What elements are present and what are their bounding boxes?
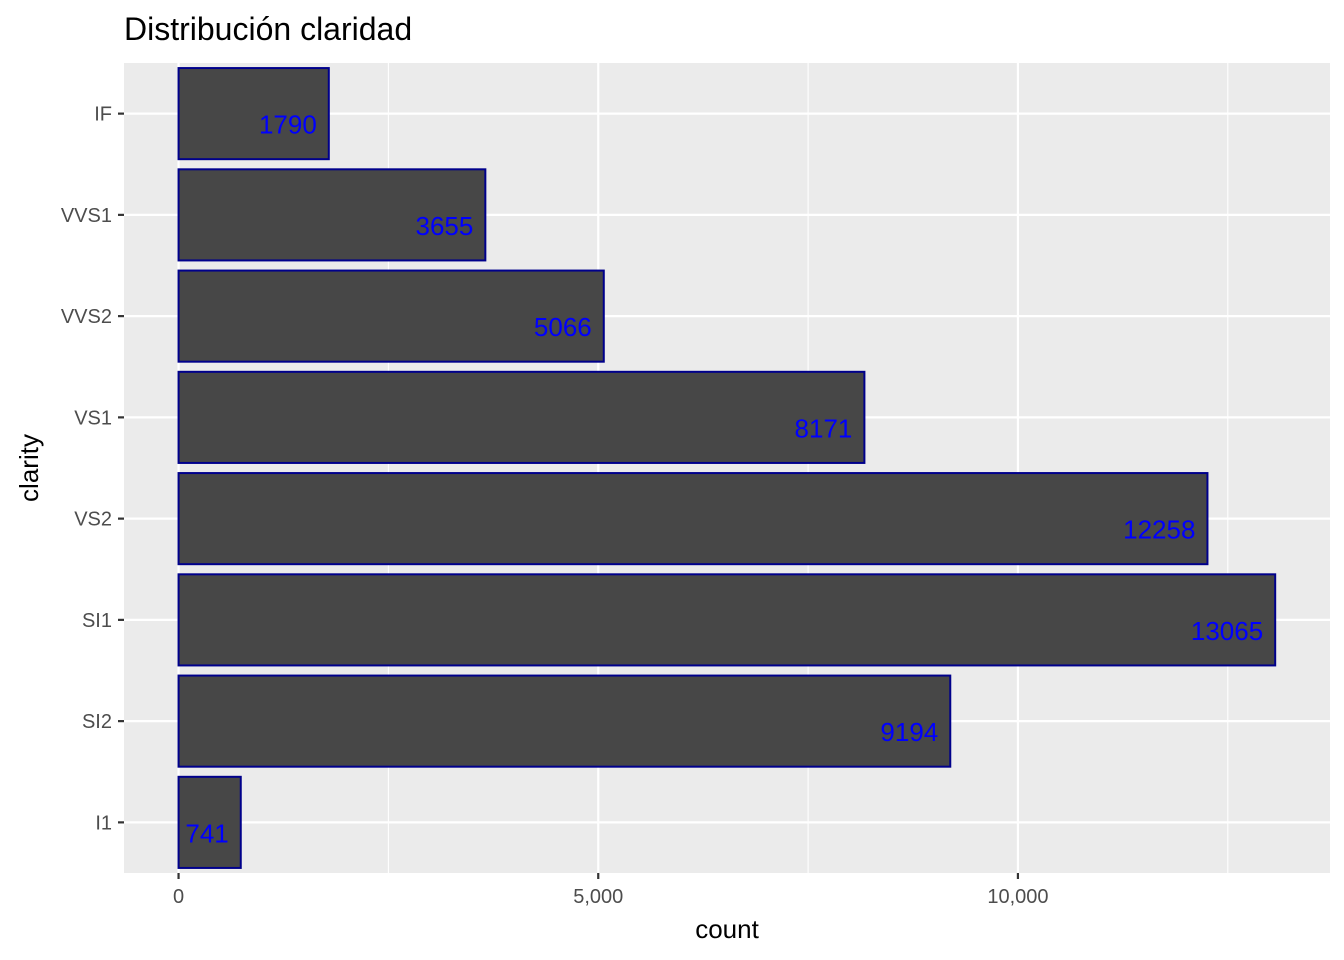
data-label-vvs2: 5066	[534, 312, 592, 342]
data-label-vs1: 8171	[795, 413, 853, 443]
chart-title: Distribución claridad	[124, 11, 412, 47]
data-labels: 741 9194 13065 12258 8171 5066 3655 1790	[185, 110, 1263, 849]
x-tick-label: 5,000	[573, 886, 623, 908]
y-tick-label: VVS1	[61, 205, 112, 227]
bars	[177, 67, 1277, 869]
y-tick-label: SI2	[82, 711, 112, 733]
x-axis-title: count	[695, 914, 759, 944]
bar-i1	[177, 775, 242, 869]
y-tick-label: VVS2	[61, 306, 112, 328]
bar-si2	[177, 674, 952, 768]
bar-vs2	[177, 472, 1209, 566]
x-axis: 0 5,000 10,000	[173, 873, 1049, 908]
bar-if	[177, 67, 330, 161]
y-axis-title: clarity	[14, 434, 44, 502]
data-label-i1: 741	[185, 818, 228, 848]
y-tick-label: SI1	[82, 610, 112, 632]
x-tick-label: 0	[173, 886, 184, 908]
bar-si1	[177, 573, 1277, 667]
data-label-si2: 9194	[880, 717, 938, 747]
bar-vvs2	[177, 269, 605, 363]
data-label-vs2: 12258	[1123, 515, 1195, 545]
y-tick-label: IF	[94, 104, 112, 126]
x-tick-label: 10,000	[987, 886, 1048, 908]
data-label-if: 1790	[259, 110, 317, 140]
y-axis: I1 SI2 SI1 VS2 VS1 VVS2 VVS1 IF	[61, 104, 124, 834]
y-tick-label: VS2	[74, 509, 112, 531]
bar-vs1	[177, 370, 866, 464]
data-label-si1: 13065	[1191, 616, 1263, 646]
bar-vvs1	[177, 168, 487, 262]
y-tick-label: VS1	[74, 407, 112, 429]
y-tick-label: I1	[95, 812, 112, 834]
data-label-vvs1: 3655	[416, 211, 474, 241]
